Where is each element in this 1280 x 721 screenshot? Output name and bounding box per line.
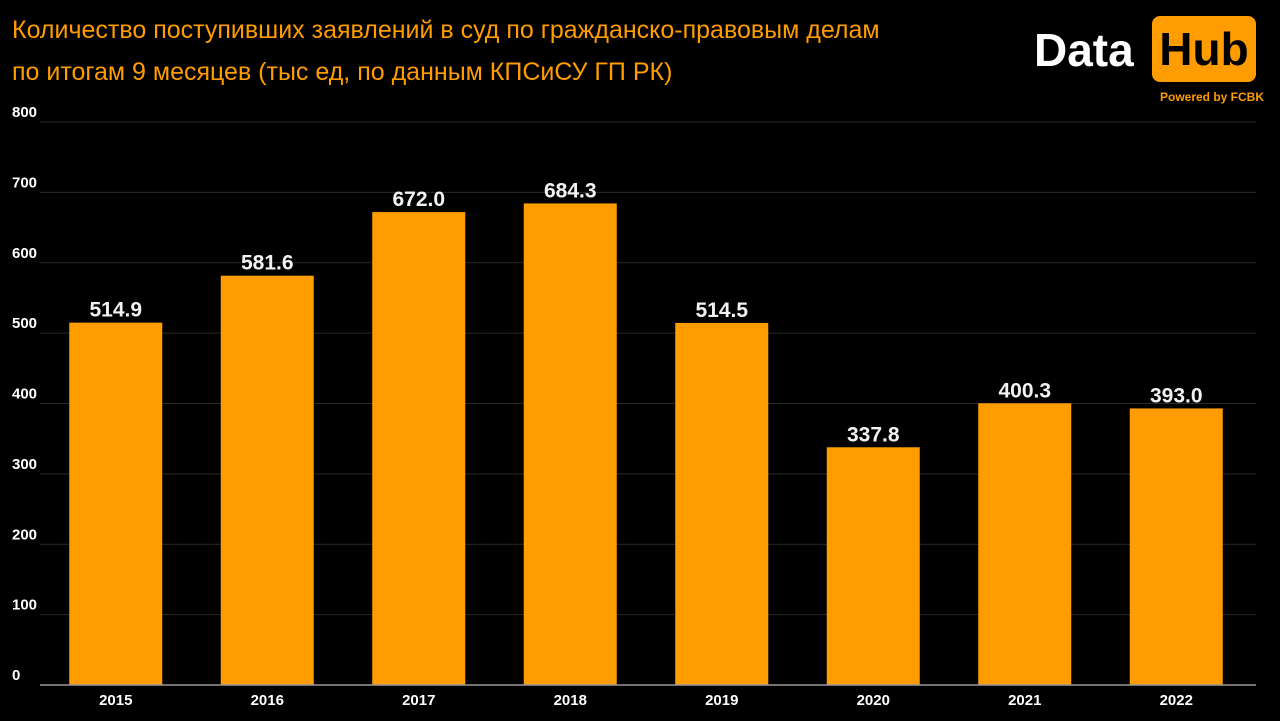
x-tick-label: 2022 bbox=[1160, 692, 1193, 709]
y-tick-label: 500 bbox=[12, 315, 37, 332]
y-tick-label: 400 bbox=[12, 386, 37, 403]
datahub-logo: Data Hub Powered by FCBK bbox=[1034, 16, 1268, 106]
bar bbox=[220, 275, 314, 685]
data-label: 337.8 bbox=[847, 423, 900, 446]
x-tick-label: 2018 bbox=[554, 692, 587, 709]
data-label: 672.0 bbox=[392, 188, 445, 211]
x-tick-label: 2017 bbox=[402, 692, 435, 709]
bar bbox=[826, 447, 920, 685]
data-label: 514.5 bbox=[695, 299, 748, 322]
bar bbox=[675, 322, 769, 685]
logo-tagline: Powered by FCBK bbox=[1159, 90, 1264, 104]
x-tick-label: 2021 bbox=[1008, 692, 1041, 709]
y-tick-label: 300 bbox=[12, 456, 37, 473]
bar bbox=[372, 212, 466, 685]
bar bbox=[69, 322, 163, 685]
y-tick-label: 200 bbox=[12, 526, 37, 543]
bar bbox=[1129, 408, 1223, 685]
data-label: 684.3 bbox=[544, 179, 597, 202]
y-tick-label: 0 bbox=[12, 667, 20, 684]
chart-title-line-2: по итогам 9 месяцев (тыс ед, по данным К… bbox=[12, 58, 673, 86]
x-tick-label: 2016 bbox=[251, 692, 284, 709]
logo-word-data: Data bbox=[1034, 24, 1134, 76]
chart-title-line-1: Количество поступивших заявлений в суд п… bbox=[12, 16, 880, 44]
y-tick-label: 600 bbox=[12, 245, 37, 262]
y-tick-label: 700 bbox=[12, 174, 37, 191]
bar bbox=[523, 203, 617, 685]
data-label: 400.3 bbox=[998, 379, 1051, 402]
y-tick-label: 100 bbox=[12, 597, 37, 614]
logo-hub-box: Hub bbox=[1152, 16, 1256, 82]
x-tick-label: 2019 bbox=[705, 692, 738, 709]
data-label: 581.6 bbox=[241, 252, 294, 275]
y-tick-label: 800 bbox=[12, 104, 37, 121]
logo-word-hub: Hub bbox=[1159, 23, 1249, 75]
x-tick-label: 2020 bbox=[857, 692, 890, 709]
data-label: 393.0 bbox=[1150, 384, 1203, 407]
x-tick-label: 2015 bbox=[99, 692, 132, 709]
bar bbox=[978, 403, 1072, 685]
data-label: 514.9 bbox=[89, 299, 142, 322]
